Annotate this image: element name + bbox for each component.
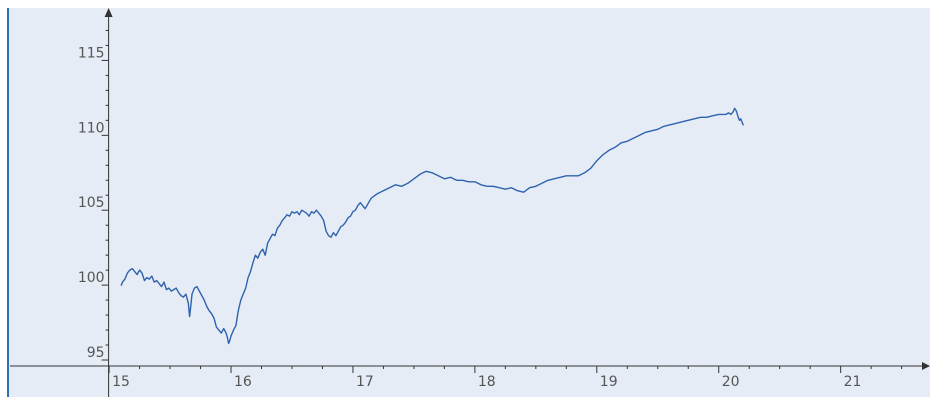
y-tick-label: 100	[78, 270, 105, 286]
x-tick-label: 18	[478, 374, 496, 390]
series-layer	[120, 107, 744, 345]
x-tick-label: 21	[844, 374, 862, 390]
x-tick-label: 20	[722, 374, 740, 390]
plot-background	[8, 8, 930, 397]
y-tick-label: 115	[78, 45, 105, 61]
x-tick-label: 16	[234, 374, 252, 390]
x-tick-label: 17	[356, 374, 374, 390]
x-tick-label: 19	[600, 374, 618, 390]
series-line	[120, 107, 744, 345]
y-tick-label: 95	[87, 345, 105, 361]
x-tick-label: 15	[112, 374, 130, 390]
y-axis-arrow	[104, 8, 113, 17]
y-tick-label: 105	[78, 195, 105, 211]
x-axis-arrow	[922, 362, 930, 370]
y-tick-label: 110	[78, 120, 105, 136]
